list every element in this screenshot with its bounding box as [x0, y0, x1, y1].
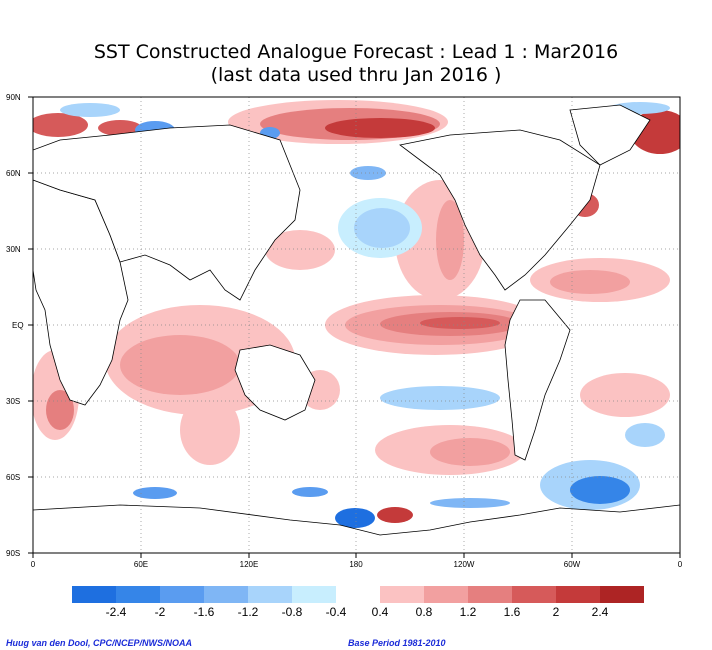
- cold-anomaly-south-atlantic: [625, 423, 665, 447]
- colorbar-swatch: [248, 586, 292, 603]
- colorbar: -2.4 -2 -1.6 -1.2 -0.8 -0.4 0.4 0.8 1.2 1.6 2 2.4: [72, 586, 644, 619]
- lon-label: 0: [31, 560, 36, 569]
- antarctica-outline: [33, 504, 680, 553]
- colorbar-label: -0.4: [326, 605, 347, 619]
- colorbar-label: 2: [553, 605, 560, 619]
- colorbar-swatch: [336, 586, 380, 603]
- colorbar-swatch: [468, 586, 512, 603]
- lat-label: 90N: [6, 93, 21, 102]
- lat-label: 60S: [6, 473, 20, 482]
- warm-anomaly-arctic-peak: [325, 118, 435, 138]
- colorbar-swatch: [72, 586, 116, 603]
- lat-label: EQ: [12, 321, 24, 330]
- cold-anomaly-north-pacific-core: [354, 208, 410, 248]
- axis-ticks: [28, 96, 681, 558]
- north-america-outline: [399, 129, 601, 291]
- south-america-outline: [504, 299, 571, 461]
- lon-label: 120E: [240, 560, 259, 569]
- lat-label: 60N: [6, 169, 21, 178]
- colorbar-label: 0.4: [372, 605, 389, 619]
- colorbar-label: -2.4: [106, 605, 127, 619]
- warm-anomaly-benguela-core: [46, 390, 74, 430]
- warm-anomaly-south-indian: [180, 395, 240, 465]
- lon-label: 0: [678, 560, 683, 569]
- lon-label: 180: [349, 560, 363, 569]
- eurasia-outline: [33, 124, 301, 301]
- colorbar-swatch: [116, 586, 160, 603]
- colorbar-label: -1.2: [238, 605, 259, 619]
- warm-anomaly-kara: [98, 120, 142, 136]
- warm-anomaly-kuroshio: [265, 230, 335, 270]
- lon-label: 60E: [134, 560, 148, 569]
- cold-anomaly-south-pacific: [380, 386, 500, 410]
- cold-anomaly-southern-ocean-east: [430, 498, 510, 508]
- cold-anomaly-ross-sea: [335, 508, 375, 528]
- colorbar-swatch: [424, 586, 468, 603]
- greenland-outline: [569, 104, 651, 166]
- warm-anomaly-north-atlantic-core: [550, 270, 630, 294]
- colorbar-label: 0.8: [416, 605, 433, 619]
- chart-title-line2: (last data used thru Jan 2016 ): [210, 64, 502, 86]
- longitude-labels: 0 60E 120E 180 120W 60W 0: [31, 560, 683, 569]
- cold-anomaly-weddell-core: [570, 476, 630, 504]
- colorbar-label: -0.8: [282, 605, 303, 619]
- warm-anomaly-barents: [33, 113, 88, 137]
- warm-anomaly-california: [436, 200, 464, 280]
- colorbar-label: 1.2: [460, 605, 477, 619]
- map-gridlines: [33, 97, 680, 553]
- colorbar-swatch: [160, 586, 204, 603]
- warm-anomaly-south-pacific-core: [430, 438, 510, 466]
- latitude-labels: 90N 60N 30N EQ 30S 60S 90S: [6, 93, 24, 558]
- warm-anomaly-indian-ocean-core: [120, 335, 240, 395]
- base-period-text: Base Period 1981-2010: [348, 638, 446, 648]
- colorbar-label: 1.6: [504, 605, 521, 619]
- chart-title-line1: SST Constructed Analogue Forecast : Lead…: [93, 41, 619, 63]
- warm-anomaly-south-atlantic: [580, 373, 670, 417]
- cold-anomaly-arctic-west: [60, 103, 120, 117]
- warm-anomaly-amundsen: [377, 507, 413, 523]
- australia-outline: [234, 344, 316, 421]
- cold-anomaly-southern-ocean-central: [292, 487, 328, 497]
- lat-label: 90S: [6, 549, 20, 558]
- lat-label: 30S: [6, 397, 20, 406]
- lon-label: 60W: [564, 560, 581, 569]
- lat-label: 30N: [6, 245, 21, 254]
- colorbar-swatch: [556, 586, 600, 603]
- colorbar-label: -1.6: [194, 605, 215, 619]
- cold-anomaly-southern-ocean-west: [133, 487, 177, 499]
- colorbar-swatch: [204, 586, 248, 603]
- coastlines: [33, 104, 680, 553]
- colorbar-swatch: [600, 586, 644, 603]
- colorbar-swatch: [292, 586, 336, 603]
- credit-text: Huug van den Dool, CPC/NCEP/NWS/NOAA: [6, 638, 193, 648]
- colorbar-swatch: [512, 586, 556, 603]
- lon-label: 120W: [454, 560, 475, 569]
- colorbar-label: -2: [155, 605, 166, 619]
- colorbar-swatch: [380, 586, 424, 603]
- anomaly-shading: [33, 100, 680, 528]
- colorbar-label: 2.4: [592, 605, 609, 619]
- cold-anomaly-bering: [350, 166, 386, 180]
- warm-anomaly-nino-peak: [420, 317, 500, 329]
